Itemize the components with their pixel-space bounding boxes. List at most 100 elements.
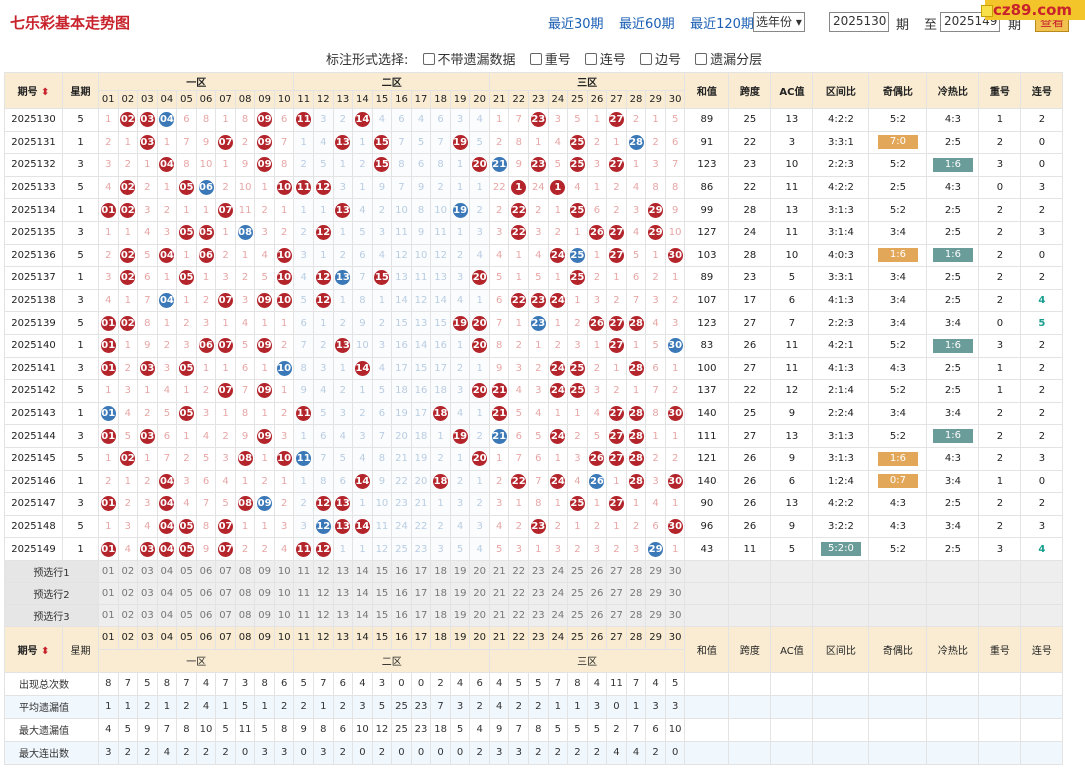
preselect-number[interactable]: 11 [293, 559, 315, 583]
preselect-number[interactable]: 09 [254, 581, 275, 605]
preselect-number[interactable]: 24 [547, 581, 569, 605]
preselect-row[interactable]: 预选行2 01 02 03 04 05 06 07 08 09 10 11 12 13 14 15 16 17 18… [4, 581, 1064, 605]
preselect-number[interactable]: 14 [352, 559, 373, 583]
preselect-number[interactable]: 17 [410, 581, 432, 605]
preselect-number[interactable]: 06 [195, 603, 217, 627]
checkbox-consecutive[interactable] [584, 53, 597, 65]
preselect-number[interactable]: 10 [273, 603, 295, 627]
preselect-number[interactable]: 27 [606, 603, 627, 627]
preselect-number[interactable]: 03 [137, 559, 158, 583]
preselect-number[interactable]: 21 [488, 559, 510, 583]
preselect-number[interactable]: 16 [391, 581, 412, 605]
preselect-number[interactable]: 14 [352, 581, 373, 605]
preselect-number[interactable]: 17 [410, 559, 432, 583]
checkbox-layered[interactable] [695, 53, 708, 65]
preselect-number[interactable]: 18 [430, 603, 451, 627]
preselect-number[interactable]: 06 [195, 559, 217, 583]
preselect-number[interactable]: 22 [508, 603, 530, 627]
preselect-number[interactable]: 29 [645, 603, 666, 627]
recent-30-link[interactable]: 最近30期 [548, 17, 604, 32]
preselect-number[interactable]: 10 [273, 581, 295, 605]
preselect-number[interactable]: 03 [137, 581, 158, 605]
preselect-number[interactable]: 27 [606, 559, 627, 583]
checkbox-no-missing[interactable] [422, 53, 435, 65]
preselect-number[interactable]: 13 [332, 581, 354, 605]
preselect-number[interactable]: 11 [293, 581, 315, 605]
checkbox-repeat[interactable] [529, 53, 542, 65]
preselect-row[interactable]: 预选行1 01 02 03 04 05 06 07 08 09 10 11 12 13 14 15 16 17 18… [4, 559, 1064, 583]
preselect-number[interactable]: 12 [313, 581, 334, 605]
preselect-number[interactable]: 11 [293, 603, 315, 627]
preselect-number[interactable]: 03 [137, 603, 158, 627]
preselect-number[interactable]: 19 [449, 581, 471, 605]
preselect-number[interactable]: 07 [215, 603, 236, 627]
preselect-number[interactable]: 29 [645, 559, 666, 583]
preselect-number[interactable]: 19 [449, 559, 471, 583]
preselect-number[interactable]: 27 [606, 581, 627, 605]
preselect-number[interactable]: 22 [508, 559, 530, 583]
preselect-number[interactable]: 16 [391, 559, 412, 583]
preselect-number[interactable]: 25 [567, 581, 588, 605]
preselect-number[interactable]: 10 [273, 559, 295, 583]
preselect-number[interactable]: 21 [488, 603, 510, 627]
from-period-input[interactable]: 2025130 [829, 12, 889, 32]
preselect-number[interactable]: 08 [234, 559, 256, 583]
preselect-number[interactable]: 23 [528, 559, 549, 583]
preselect-number[interactable]: 20 [469, 559, 490, 583]
preselect-number[interactable]: 04 [156, 581, 178, 605]
preselect-number[interactable]: 07 [215, 559, 236, 583]
preselect-number[interactable]: 12 [313, 559, 334, 583]
preselect-number[interactable]: 04 [156, 559, 178, 583]
preselect-number[interactable]: 19 [449, 603, 471, 627]
sort-icon[interactable]: ⬍ [37, 87, 50, 98]
preselect-number[interactable]: 04 [156, 603, 178, 627]
preselect-number[interactable]: 06 [195, 581, 217, 605]
preselect-number[interactable]: 20 [469, 603, 490, 627]
checkbox-edge[interactable] [640, 53, 652, 65]
preselect-row[interactable]: 预选行3 01 02 03 04 05 06 07 08 09 10 11 12 13 14 15 16 17 18… [4, 603, 1064, 627]
preselect-number[interactable]: 09 [254, 603, 275, 627]
preselect-number[interactable]: 05 [176, 603, 197, 627]
preselect-number[interactable]: 29 [645, 581, 666, 605]
preselect-number[interactable]: 30 [664, 603, 686, 627]
preselect-number[interactable]: 28 [625, 581, 647, 605]
preselect-number[interactable]: 26 [586, 559, 608, 583]
preselect-number[interactable]: 15 [371, 581, 393, 605]
preselect-number[interactable]: 02 [117, 603, 139, 627]
sort-icon[interactable]: ⬍ [37, 645, 50, 657]
preselect-number[interactable]: 23 [528, 603, 549, 627]
preselect-number[interactable]: 26 [586, 581, 608, 605]
preselect-number[interactable]: 30 [664, 559, 686, 583]
year-select[interactable]: 选年份 ▾ [753, 12, 805, 32]
preselect-number[interactable]: 28 [625, 603, 647, 627]
preselect-number[interactable]: 15 [371, 559, 393, 583]
preselect-number[interactable]: 30 [664, 581, 686, 605]
preselect-number[interactable]: 02 [117, 559, 139, 583]
preselect-number[interactable]: 08 [234, 603, 256, 627]
recent-120-link[interactable]: 最近120期 [690, 17, 754, 32]
preselect-number[interactable]: 05 [176, 581, 197, 605]
preselect-number[interactable]: 12 [313, 603, 334, 627]
preselect-number[interactable]: 24 [547, 603, 569, 627]
to-period-input[interactable]: 2025149 [940, 12, 1000, 32]
preselect-number[interactable]: 25 [567, 603, 588, 627]
preselect-number[interactable]: 18 [430, 559, 451, 583]
preselect-number[interactable]: 02 [117, 581, 139, 605]
preselect-number[interactable]: 20 [469, 581, 490, 605]
preselect-number[interactable]: 16 [391, 603, 412, 627]
preselect-number[interactable]: 22 [508, 581, 530, 605]
preselect-number[interactable]: 28 [625, 559, 647, 583]
preselect-number[interactable]: 13 [332, 559, 354, 583]
preselect-number[interactable]: 26 [586, 603, 608, 627]
preselect-number[interactable]: 01 [98, 581, 119, 605]
preselect-number[interactable]: 24 [547, 559, 569, 583]
preselect-number[interactable]: 01 [98, 603, 119, 627]
preselect-number[interactable]: 08 [234, 581, 256, 605]
preselect-number[interactable]: 18 [430, 581, 451, 605]
preselect-number[interactable]: 25 [567, 559, 588, 583]
preselect-number[interactable]: 15 [371, 603, 393, 627]
preselect-number[interactable]: 21 [488, 581, 510, 605]
header-period[interactable]: 期号 ⬍ [4, 72, 63, 109]
preselect-number[interactable]: 09 [254, 559, 275, 583]
preselect-number[interactable]: 23 [528, 581, 549, 605]
